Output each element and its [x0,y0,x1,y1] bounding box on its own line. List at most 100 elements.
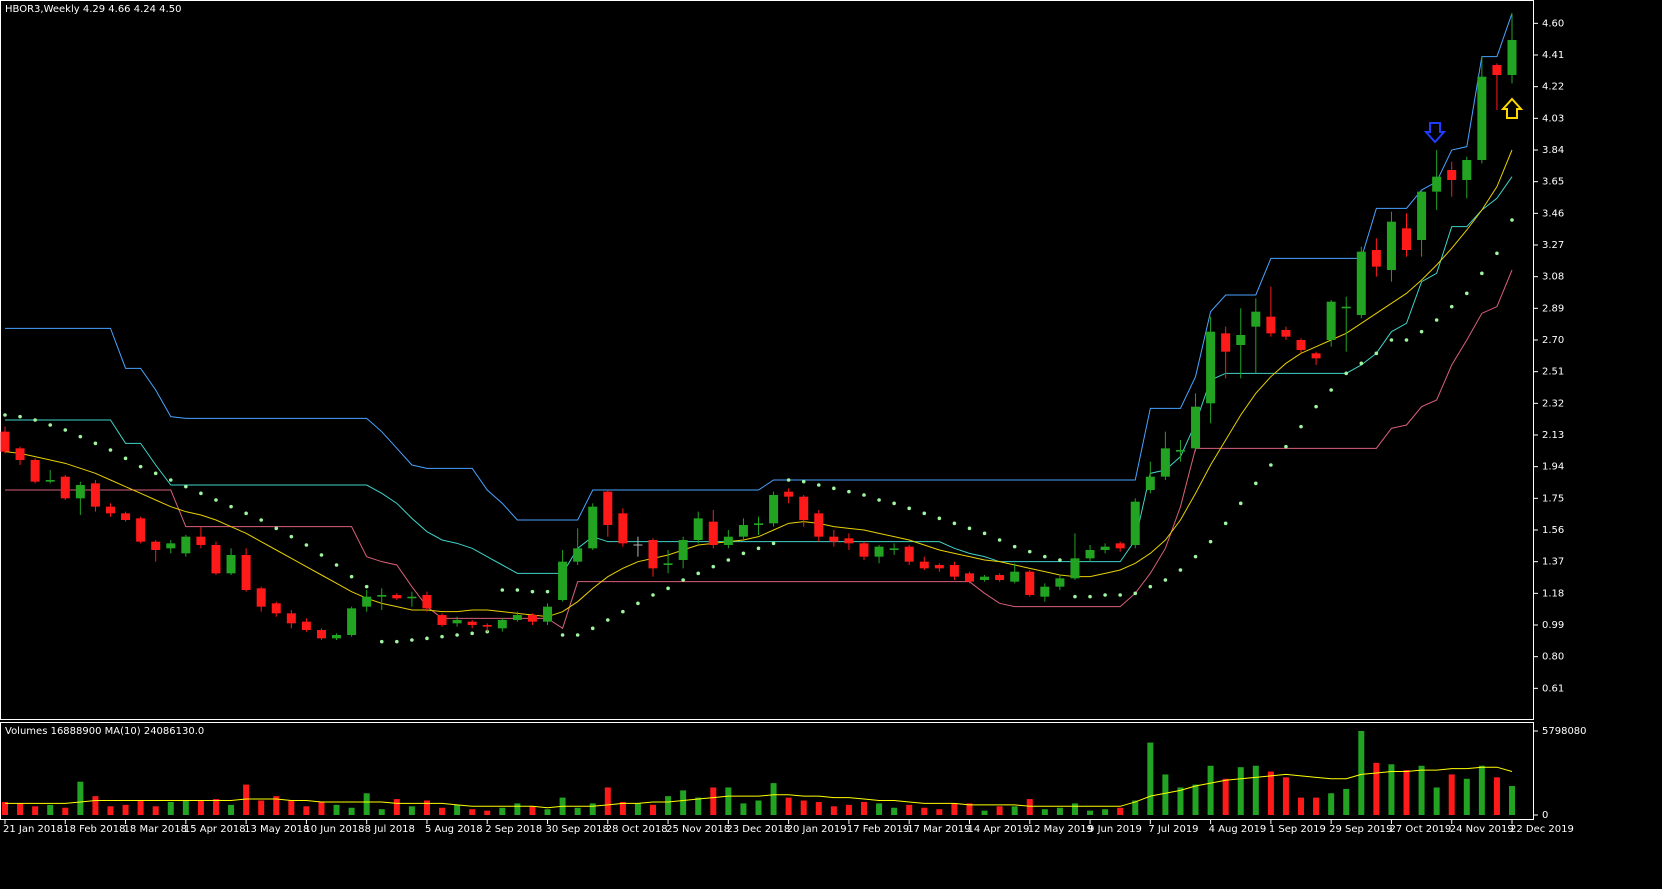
indicator-dot [575,633,580,637]
x-tick-label: 15 Apr 2018 [184,824,246,835]
price-panel-border [0,0,1534,720]
volume-bar [1418,765,1425,815]
indicator-dot [1148,584,1153,589]
y-tick-label: 2.89 [1542,303,1564,314]
candle-body [1010,571,1020,582]
candle-body [1341,306,1351,309]
candle-body [618,513,628,544]
indicator-dot [289,534,294,539]
candle-body [678,540,688,560]
candle-body [45,480,55,482]
candle-body [738,525,748,537]
indicator-dot [756,546,761,551]
candle-body [1281,330,1291,337]
indicator-dot [816,483,821,487]
volume-bar [32,806,39,815]
volume-bar [1388,764,1395,815]
candle-body [392,595,402,599]
indicator-dot [319,553,324,557]
volume-bar [1463,778,1470,815]
indicator-dot [3,413,7,417]
y-tick-label: 2.51 [1542,367,1564,378]
y-tick-label: 1.56 [1542,525,1564,536]
indicator-dot [48,423,53,427]
indicator-dot [1178,568,1183,572]
indicator-dot [1344,371,1349,376]
x-tick-label: 2 Sep 2018 [485,824,542,835]
indicator-dot [862,493,866,497]
x-tick-label: 1 Sep 2019 [1269,824,1326,835]
candle-body [995,575,1005,580]
candle-body [1462,160,1472,180]
candle-body [527,615,537,622]
indicator-line [5,13,1513,521]
volume-bar [469,809,476,815]
x-tick-label: 12 May 2019 [1028,824,1093,835]
volume-bar [1222,778,1229,815]
volume-bar [1343,788,1350,815]
candle-body [859,543,869,557]
indicator-dot [771,541,776,546]
volume-bar [484,810,491,815]
volume-bar [514,803,521,815]
indicator-dot [93,441,98,446]
candle-body [256,588,266,607]
candle-body [482,625,492,627]
indicator-dot [379,639,384,644]
candle-body [0,431,10,452]
volume-bar [740,803,747,815]
volume-bar [1177,787,1184,815]
candle-body [1115,543,1125,549]
volume-bar [845,804,852,815]
indicator-dot [997,538,1002,542]
volume-bar [785,797,792,815]
y-tick-label: 0.80 [1542,652,1564,663]
candle-body [241,555,251,590]
volume-bar [333,804,340,815]
y-tick-label: 3.27 [1542,240,1564,251]
candle-body [121,513,131,520]
indicator-dot [1208,539,1213,544]
volume-bar [197,800,204,815]
y-tick-label: 4.60 [1542,18,1564,29]
indicator-dot [892,501,896,506]
volume-bar [1207,765,1214,815]
candle-body [1025,571,1035,595]
volume-bar [800,800,807,815]
volume-panel-border [0,722,1534,820]
y-tick-label: 1.94 [1542,462,1564,473]
volume-bar [1448,774,1455,815]
indicator-dot [696,571,701,576]
indicator-dot [621,609,625,614]
indicator-dot [801,479,806,484]
volume-bar [122,804,129,815]
indicator-dot [1510,218,1514,222]
indicator-line [5,766,1513,809]
indicator-line [4,149,1513,618]
indicator-dot [1027,549,1032,554]
volume-bar [1313,797,1320,815]
candle-body [377,595,387,597]
candle-body [362,596,372,607]
candle-body [1175,450,1185,452]
volume-bar [1493,777,1500,815]
volume-bar [182,800,189,815]
indicator-dot [108,448,113,452]
volume-bar [499,807,506,815]
candle-body [814,513,824,537]
volume-bar [1509,786,1515,815]
indicator-dot [666,586,670,591]
x-tick-label: 25 Nov 2018 [666,824,730,835]
candle-body [1296,340,1306,350]
volume-bar [1328,793,1335,815]
y-tick-label: 3.08 [1542,272,1564,283]
volume-bar [1041,809,1048,815]
candle-body [75,485,85,499]
indicator-dot [1419,329,1424,334]
candle-body [588,506,598,549]
indicator-dot [530,589,535,594]
volume-bar [273,796,280,815]
candle-body [90,483,100,507]
volume-bar [1102,809,1109,815]
